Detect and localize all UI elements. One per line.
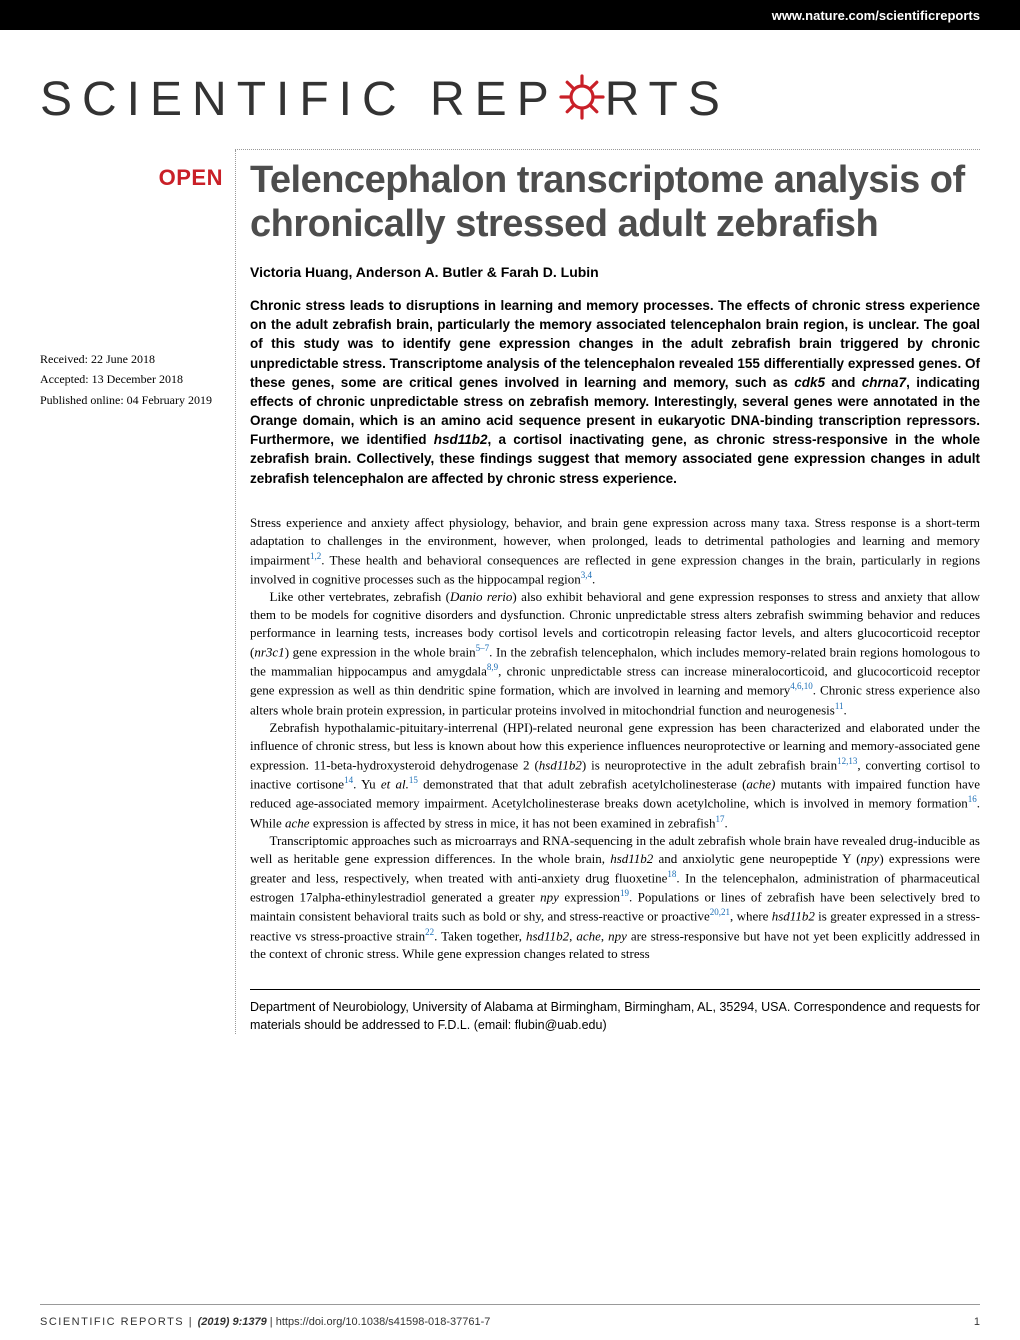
- footer-year-vol: (2019) 9:1379: [198, 1316, 267, 1328]
- affiliation-block: Department of Neurobiology, University o…: [250, 989, 980, 1034]
- citation[interactable]: 1,2: [310, 551, 321, 561]
- citation[interactable]: 5–7: [476, 643, 490, 653]
- citation[interactable]: 22: [425, 927, 434, 937]
- journal-logo-space: [407, 72, 430, 127]
- footer-citation: SCIENTIFIC REPORTS | (2019) 9:1379 | htt…: [40, 1316, 490, 1328]
- citation[interactable]: 15: [409, 775, 418, 785]
- page-number: 1: [974, 1316, 980, 1328]
- body-text: Stress experience and anxiety affect phy…: [250, 514, 980, 963]
- journal-logo-text-2: REP: [430, 72, 559, 127]
- citation[interactable]: 12,13: [837, 756, 857, 766]
- paragraph-1: Stress experience and anxiety affect phy…: [250, 514, 980, 588]
- journal-url[interactable]: www.nature.com/scientificreports: [772, 8, 980, 23]
- paragraph-4: Transcriptomic approaches such as microa…: [250, 832, 980, 963]
- footer-journal: SCIENTIFIC REPORTS: [40, 1316, 184, 1328]
- journal-logo-text-1: SCIENTIFIC: [40, 72, 407, 127]
- open-access-badge: OPEN: [40, 165, 235, 191]
- paragraph-3: Zebrafish hypothalamic-pituitary-interre…: [250, 719, 980, 832]
- citation[interactable]: 16: [968, 794, 977, 804]
- affiliation-divider: [250, 989, 980, 990]
- main-column: Telencephalon transcriptome analysis of …: [235, 150, 980, 1034]
- footer-divider: [40, 1304, 980, 1305]
- page-footer: SCIENTIFIC REPORTS | (2019) 9:1379 | htt…: [40, 1316, 980, 1328]
- publication-dates: Received: 22 June 2018 Accepted: 13 Dece…: [40, 349, 235, 410]
- citation[interactable]: 8,9: [487, 662, 498, 672]
- left-sidebar: OPEN Received: 22 June 2018 Accepted: 13…: [40, 150, 235, 1034]
- abstract: Chronic stress leads to disruptions in l…: [250, 296, 980, 488]
- journal-logo-text-3: RTS: [605, 72, 730, 127]
- citation[interactable]: 19: [620, 888, 629, 898]
- citation[interactable]: 11: [835, 701, 844, 711]
- published-date: Published online: 04 February 2019: [40, 390, 235, 410]
- footer-doi[interactable]: | https://doi.org/10.1038/s41598-018-377…: [267, 1316, 491, 1328]
- citation[interactable]: 20,21: [710, 907, 730, 917]
- journal-header-bar: www.nature.com/scientificreports: [0, 0, 1020, 30]
- citation[interactable]: 14: [344, 775, 353, 785]
- accepted-date: Accepted: 13 December 2018: [40, 369, 235, 389]
- article-title: Telencephalon transcriptome analysis of …: [250, 158, 980, 246]
- affiliation-text: Department of Neurobiology, University o…: [250, 998, 980, 1034]
- received-date: Received: 22 June 2018: [40, 349, 235, 369]
- paragraph-2: Like other vertebrates, zebrafish (Danio…: [250, 588, 980, 719]
- citation[interactable]: 3,4: [581, 570, 592, 580]
- citation[interactable]: 4,6,10: [790, 681, 813, 691]
- gear-icon: [555, 70, 609, 129]
- content-area: OPEN Received: 22 June 2018 Accepted: 13…: [0, 150, 1020, 1034]
- journal-logo: SCIENTIFIC REP RTS: [0, 30, 1020, 149]
- author-list: Victoria Huang, Anderson A. Butler & Far…: [250, 264, 980, 280]
